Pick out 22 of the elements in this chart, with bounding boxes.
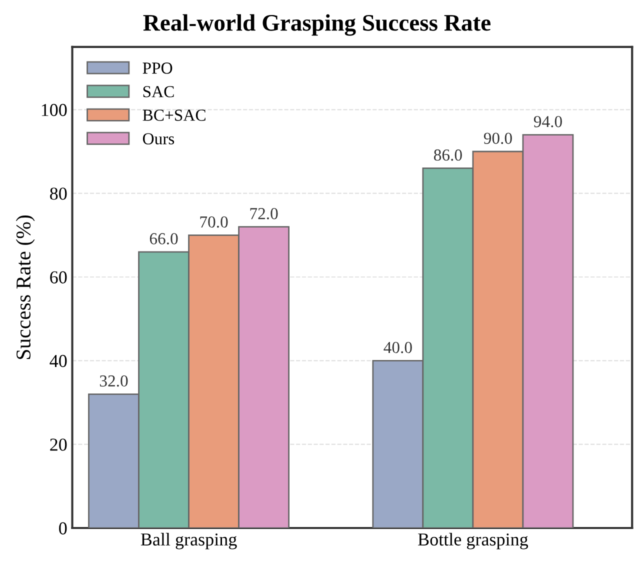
legend-label: Ours [142,133,174,144]
data-label: 94.0 [534,116,562,128]
y-tick-label: 100 [42,104,67,116]
data-label: 66.0 [150,233,178,244]
y-axis-title: Success Rate (%) [16,215,35,359]
data-label: 90.0 [484,132,512,144]
data-label: 70.0 [200,216,228,228]
data-label: 32.0 [100,375,128,387]
y-tick-label: 0 [59,522,67,534]
y-tick-label: 20 [50,438,67,451]
data-label: 72.0 [250,208,278,220]
data-label: 40.0 [384,342,412,354]
x-tick-label: Ball grasping [140,532,237,550]
y-tick-label: 80 [50,188,67,200]
y-tick-label: 40 [50,354,67,368]
x-tick-label: Bottle grasping [418,532,528,550]
y-tick-label: 60 [50,271,67,284]
legend-label: PPO [142,62,172,74]
legend-label: BC+SAC [142,110,206,121]
legend-label: SAC [143,86,174,98]
data-label: 86.0 [434,149,462,161]
chart-title: Real-world Grasping Success Rate [143,14,491,36]
